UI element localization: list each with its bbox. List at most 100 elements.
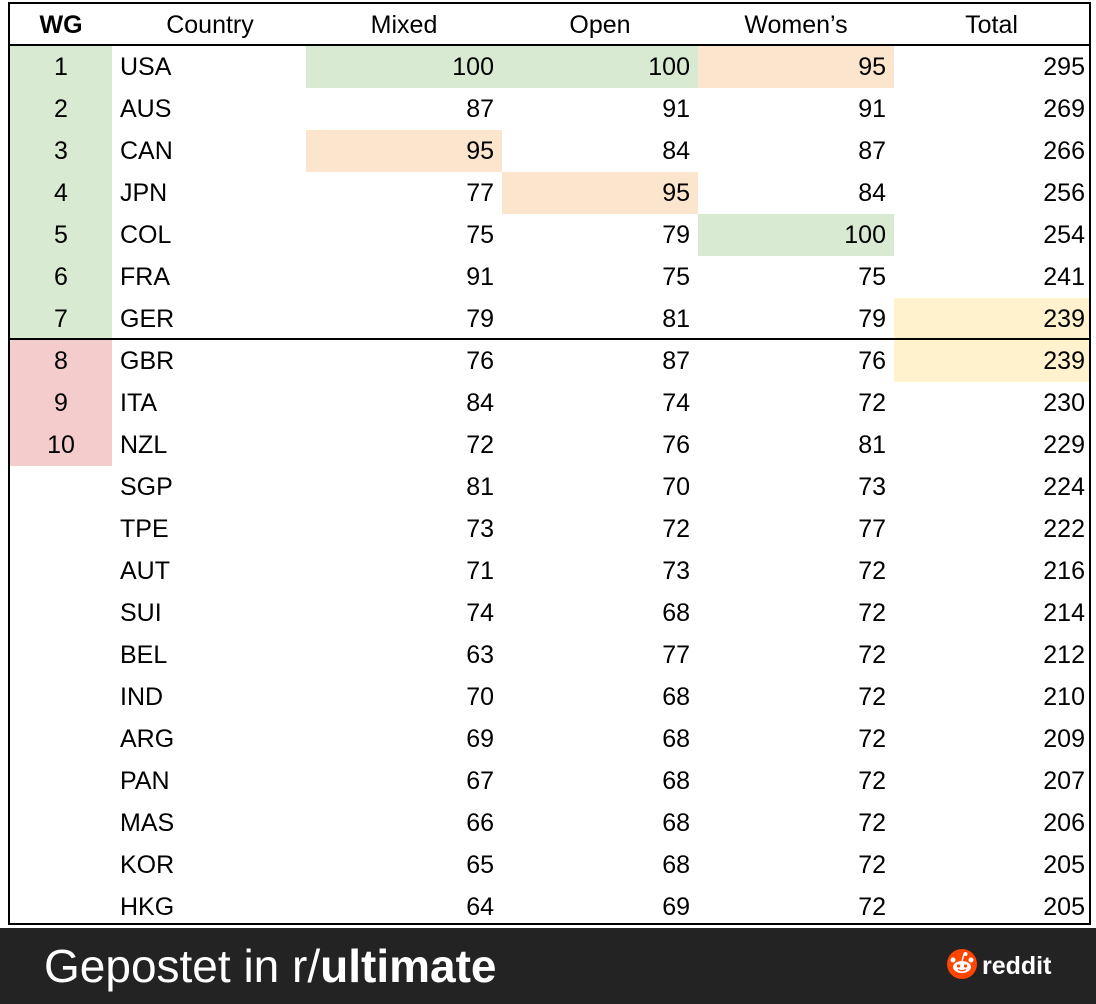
- womens-cell: 95: [698, 46, 894, 88]
- total-cell: 207: [1043, 767, 1085, 795]
- mixed-cell: 91: [466, 263, 494, 291]
- womens-cell: 79: [858, 305, 886, 333]
- qualification-divider: [10, 338, 1089, 340]
- mixed-cell: 84: [466, 389, 494, 417]
- total-cell: 269: [1043, 95, 1085, 123]
- country-cell: BEL: [120, 641, 168, 669]
- country-cell: USA: [120, 53, 172, 81]
- table-row: 3 CAN 95 84 87 266: [10, 130, 1089, 172]
- total-cell: 212: [1043, 641, 1085, 669]
- mixed-cell: 72: [466, 431, 494, 459]
- wg-cell: 10: [10, 424, 112, 466]
- open-cell: 95: [502, 172, 698, 214]
- mixed-cell: 69: [466, 725, 494, 753]
- reddit-badge[interactable]: reddit: [946, 948, 1051, 985]
- womens-cell: 72: [858, 893, 886, 921]
- wg-cell: [10, 676, 112, 718]
- womens-cell: 72: [858, 851, 886, 879]
- open-cell: 68: [662, 599, 690, 627]
- mixed-cell: 70: [466, 683, 494, 711]
- table-row: 1 USA 100 100 95 295: [10, 46, 1089, 88]
- total-cell: 214: [1043, 599, 1085, 627]
- womens-cell: 75: [858, 263, 886, 291]
- open-cell: 68: [662, 851, 690, 879]
- header-divider: [10, 44, 1089, 46]
- table-row: MAS 66 68 72 206: [10, 802, 1089, 844]
- wg-cell: [10, 508, 112, 550]
- total-cell: 210: [1043, 683, 1085, 711]
- footer-prefix: Gepostet in r/: [44, 940, 321, 992]
- country-cell: IND: [120, 683, 164, 711]
- mixed-cell: 71: [466, 557, 494, 585]
- country-cell: PAN: [120, 767, 170, 795]
- table-header-row: WG Country Mixed Open Women’s Total: [10, 4, 1089, 46]
- total-cell: 205: [1043, 893, 1085, 921]
- open-cell: 69: [662, 893, 690, 921]
- country-cell: JPN: [120, 179, 168, 207]
- wg-cell: 7: [10, 298, 112, 340]
- wg-cell: 2: [10, 88, 112, 130]
- wg-cell: 3: [10, 130, 112, 172]
- wg-cell: 9: [10, 382, 112, 424]
- country-cell: FRA: [120, 263, 170, 291]
- womens-cell: 77: [858, 515, 886, 543]
- rankings-table: WG Country Mixed Open Women’s Total 1 USA 100 100…: [8, 2, 1091, 925]
- open-cell: 77: [662, 641, 690, 669]
- mixed-cell: 67: [466, 767, 494, 795]
- womens-cell: 72: [858, 683, 886, 711]
- header-total: Total: [965, 11, 1018, 39]
- table-row: 7 GER 79 81 79 239: [10, 298, 1089, 340]
- open-cell: 100: [502, 46, 698, 88]
- womens-cell: 72: [858, 809, 886, 837]
- country-cell: ITA: [120, 389, 158, 417]
- total-cell: 266: [1043, 137, 1085, 165]
- table-row: 8 GBR 76 87 76 239: [10, 340, 1089, 382]
- mixed-cell: 66: [466, 809, 494, 837]
- table-row: 10 NZL 72 76 81 229: [10, 424, 1089, 466]
- open-cell: 73: [662, 557, 690, 585]
- wg-cell: 6: [10, 256, 112, 298]
- country-cell: KOR: [120, 851, 175, 879]
- mixed-cell: 100: [306, 46, 502, 88]
- open-cell: 91: [662, 95, 690, 123]
- table-row: SUI 74 68 72 214: [10, 592, 1089, 634]
- total-cell: 229: [1043, 431, 1085, 459]
- total-cell: 216: [1043, 557, 1085, 585]
- country-cell: COL: [120, 221, 172, 249]
- reddit-footer-banner: Gepostet in r/ultimate reddit: [0, 928, 1096, 1004]
- mixed-cell: 87: [466, 95, 494, 123]
- wg-cell: [10, 550, 112, 592]
- subreddit-name[interactable]: ultimate: [320, 940, 497, 992]
- country-cell: AUS: [120, 95, 172, 123]
- mixed-cell: 63: [466, 641, 494, 669]
- country-cell: CAN: [120, 137, 173, 165]
- womens-cell: 100: [698, 214, 894, 256]
- wg-cell: [10, 592, 112, 634]
- open-cell: 84: [662, 137, 690, 165]
- wg-cell: [10, 718, 112, 760]
- country-cell: SUI: [120, 599, 162, 627]
- open-cell: 68: [662, 809, 690, 837]
- total-cell: 241: [1043, 263, 1085, 291]
- table-row: BEL 63 77 72 212: [10, 634, 1089, 676]
- header-womens: Women’s: [744, 11, 848, 39]
- womens-cell: 72: [858, 725, 886, 753]
- mixed-cell: 65: [466, 851, 494, 879]
- mixed-cell: 81: [466, 473, 494, 501]
- womens-cell: 72: [858, 767, 886, 795]
- country-cell: TPE: [120, 515, 169, 543]
- open-cell: 87: [662, 347, 690, 375]
- total-cell: 230: [1043, 389, 1085, 417]
- table-row: SGP 81 70 73 224: [10, 466, 1089, 508]
- total-cell: 239: [894, 298, 1089, 340]
- total-cell: 206: [1043, 809, 1085, 837]
- open-cell: 79: [662, 221, 690, 249]
- open-cell: 70: [662, 473, 690, 501]
- reddit-snoo-icon: [946, 948, 978, 985]
- mixed-cell: 75: [466, 221, 494, 249]
- wg-cell: [10, 886, 112, 928]
- footer-caption: Gepostet in r/ultimate: [44, 940, 497, 992]
- table-row: 4 JPN 77 95 84 256: [10, 172, 1089, 214]
- wg-cell: 5: [10, 214, 112, 256]
- mixed-cell: 73: [466, 515, 494, 543]
